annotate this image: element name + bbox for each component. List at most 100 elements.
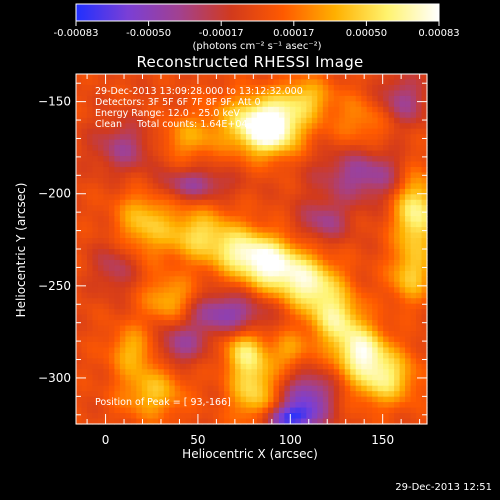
heatmap-cell bbox=[218, 177, 225, 184]
heatmap-cell bbox=[180, 396, 187, 403]
heatmap-cell bbox=[76, 117, 83, 124]
heatmap-cell bbox=[81, 216, 88, 223]
heatmap-cell bbox=[344, 254, 351, 261]
heatmap-cell bbox=[163, 123, 170, 130]
heatmap-cell bbox=[405, 243, 412, 250]
heatmap-cell bbox=[322, 243, 329, 250]
heatmap-cell bbox=[163, 166, 170, 174]
heatmap-cell bbox=[366, 243, 373, 250]
heatmap-cell bbox=[152, 380, 159, 387]
heatmap-cell bbox=[405, 221, 412, 228]
heatmap-cell bbox=[224, 188, 231, 195]
heatmap-cell bbox=[262, 303, 269, 310]
heatmap-cell bbox=[169, 117, 176, 124]
heatmap-cell bbox=[278, 112, 285, 119]
heatmap-cell bbox=[394, 74, 401, 81]
heatmap-cell bbox=[388, 172, 395, 179]
heatmap-cell bbox=[273, 145, 280, 152]
heatmap-cell bbox=[311, 123, 318, 130]
heatmap-cell bbox=[394, 84, 401, 92]
heatmap-cell bbox=[86, 90, 94, 97]
heatmap-cell bbox=[372, 183, 379, 190]
heatmap-cell bbox=[410, 249, 417, 256]
heatmap-cell bbox=[383, 265, 390, 272]
heatmap-cell bbox=[256, 320, 264, 327]
heatmap-cell bbox=[300, 331, 307, 338]
heatmap-cell bbox=[246, 210, 253, 217]
heatmap-cell bbox=[169, 183, 176, 190]
heatmap-cell bbox=[416, 199, 423, 206]
heatmap-cell bbox=[394, 374, 401, 381]
heatmap-cell bbox=[207, 188, 214, 195]
heatmap-cell bbox=[207, 358, 214, 365]
heatmap-cell bbox=[394, 205, 401, 212]
heatmap-cell bbox=[328, 172, 335, 179]
heatmap-cell bbox=[76, 238, 83, 245]
heatmap-cell bbox=[355, 90, 362, 97]
heatmap-cell bbox=[306, 259, 313, 267]
heatmap-cell bbox=[108, 276, 115, 283]
heatmap-cell bbox=[300, 369, 307, 376]
heatmap-cell bbox=[103, 101, 110, 108]
heatmap-cell bbox=[207, 161, 214, 168]
heatmap-cell bbox=[108, 413, 115, 420]
heatmap-cell bbox=[240, 161, 247, 168]
heatmap-cell bbox=[97, 336, 105, 343]
heatmap-cell bbox=[333, 95, 340, 102]
heatmap-cell bbox=[388, 139, 395, 146]
heatmap-cell bbox=[169, 369, 176, 376]
heatmap-cell bbox=[141, 145, 148, 152]
heatmap-cell bbox=[377, 341, 384, 349]
heatmap-cell bbox=[180, 243, 187, 250]
heatmap-cell bbox=[344, 358, 351, 365]
heatmap-cell bbox=[169, 336, 176, 343]
heatmap-cell bbox=[229, 413, 236, 420]
heatmap-cell bbox=[147, 336, 154, 343]
heatmap-cell bbox=[267, 336, 275, 343]
heatmap-cell bbox=[328, 101, 335, 108]
heatmap-cell bbox=[273, 265, 280, 272]
heatmap-cell bbox=[92, 227, 99, 234]
heatmap-cell bbox=[169, 363, 176, 370]
heatmap-cell bbox=[306, 413, 313, 420]
heatmap-cell bbox=[97, 210, 105, 217]
heatmap-cell bbox=[355, 320, 362, 327]
heatmap-cell bbox=[246, 358, 253, 365]
heatmap-cell bbox=[108, 363, 115, 370]
heatmap-cell bbox=[119, 188, 126, 195]
heatmap-cell bbox=[372, 309, 379, 316]
heatmap-cell bbox=[372, 374, 379, 381]
heatmap-cell bbox=[185, 331, 192, 338]
heatmap-cell bbox=[405, 139, 412, 146]
heatmap-cell bbox=[103, 205, 110, 212]
heatmap-cell bbox=[136, 396, 143, 403]
heatmap-cell bbox=[114, 259, 121, 267]
heatmap-cell bbox=[262, 314, 269, 321]
heatmap-cell bbox=[361, 341, 368, 349]
heatmap-cell bbox=[267, 183, 275, 190]
heatmap-cell bbox=[350, 292, 357, 299]
heatmap-cell bbox=[196, 413, 203, 420]
heatmap-cell bbox=[262, 369, 269, 376]
heatmap-cell bbox=[273, 134, 280, 141]
heatmap-cell bbox=[213, 402, 220, 409]
heatmap-cell bbox=[114, 205, 121, 212]
heatmap-cell bbox=[163, 238, 170, 245]
heatmap-cell bbox=[213, 369, 220, 376]
heatmap-cell bbox=[317, 259, 324, 267]
heatmap-cell bbox=[218, 259, 225, 267]
heatmap-cell bbox=[399, 341, 406, 349]
heatmap-cell bbox=[289, 358, 296, 365]
heatmap-cell bbox=[196, 177, 203, 184]
heatmap-cell bbox=[207, 106, 214, 113]
heatmap-cell bbox=[317, 325, 324, 332]
heatmap-cell bbox=[267, 232, 275, 239]
heatmap-cell bbox=[119, 396, 126, 403]
heatmap-cell bbox=[191, 221, 198, 228]
heatmap-cell bbox=[355, 380, 362, 387]
heatmap-cell bbox=[377, 385, 384, 392]
heatmap-cell bbox=[136, 199, 143, 206]
heatmap-cell bbox=[235, 396, 242, 403]
heatmap-cell bbox=[289, 270, 296, 277]
heatmap-cell bbox=[202, 199, 209, 206]
